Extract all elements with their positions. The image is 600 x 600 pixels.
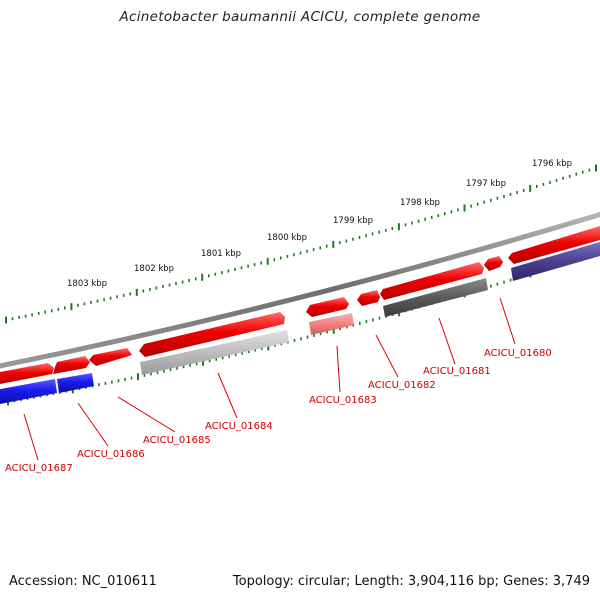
gene-label-ACICU_01680[interactable]: ACICU_01680 [484,348,552,359]
gene-arrow-ACICU_01681[interactable] [380,262,484,300]
cog-bar-ACICU_01680 [511,242,600,281]
gene-arrow-ACICU_01682[interactable] [357,290,380,306]
leader-line-ACICU_01685 [117,396,176,433]
scale-label-1800: 1800 kbp [267,233,307,243]
genome-backbone [0,211,600,369]
cog-bar-ACICU_01686 [57,373,94,393]
inner-scale-ticks [7,249,597,406]
gene-arrow-ACICU_01680-part[interactable] [484,256,503,271]
leader-line-ACICU_01680 [499,297,516,345]
cog-bar-ACICU_01684 [140,330,289,375]
gene-arrow-ACICU_01687[interactable] [0,363,54,385]
outer-scale-ticks [5,164,597,324]
gene-arrow-ACICU_01684[interactable] [139,312,285,357]
scale-label-1802: 1802 kbp [134,264,174,274]
gene-arrow-ACICU_01686[interactable] [53,356,90,374]
map-title: Acinetobacter baumannii ACICU, complete … [119,9,481,25]
leader-line-ACICU_01681 [438,317,456,365]
gene-label-ACICU_01684[interactable]: ACICU_01684 [205,421,273,432]
gene-arrow-ACICU_01680[interactable] [508,226,600,264]
gene-label-ACICU_01681[interactable]: ACICU_01681 [423,366,491,377]
gene-label-ACICU_01683[interactable]: ACICU_01683 [309,395,377,406]
cog-bar-ACICU_01687 [0,379,57,405]
gene-label-ACICU_01687[interactable]: ACICU_01687 [5,463,73,474]
forward-genes [0,226,600,385]
scale-label-1798: 1798 kbp [400,198,440,208]
gene-arrow-ACICU_01685[interactable] [89,348,132,366]
gene-label-ACICU_01682[interactable]: ACICU_01682 [368,380,436,391]
leader-line-ACICU_01687 [23,413,39,461]
scale-label-1797: 1797 kbp [466,179,506,189]
scale-label-1799: 1799 kbp [333,216,373,226]
leader-line-ACICU_01683 [336,345,341,393]
leader-line-ACICU_01686 [77,402,109,447]
gene-arrow-ACICU_01683[interactable] [306,297,349,317]
scale-label-1796: 1796 kbp [532,159,572,169]
leader-line-ACICU_01682 [375,334,399,378]
leader-line-ACICU_01684 [217,372,238,419]
accession-text: Accession: NC_010611 [9,574,157,589]
topology-text: Topology: circular; Length: 3,904,116 bp… [232,574,590,589]
cog-bar-ACICU_01683 [309,313,354,335]
gene-labels: ACICU_01680 ACICU_01681 ACICU_01682 ACIC… [5,348,552,474]
gene-leader-lines [23,297,516,461]
gene-label-ACICU_01686[interactable]: ACICU_01686 [77,449,145,460]
scale-label-1803: 1803 kbp [67,279,107,289]
gene-label-ACICU_01685[interactable]: ACICU_01685 [143,435,211,446]
scale-label-1801: 1801 kbp [201,249,241,259]
cog-bars [0,242,600,405]
scale-labels: 1803 kbp 1802 kbp 1801 kbp 1800 kbp 1799… [67,159,572,289]
cog-bar-ACICU_01681 [383,278,488,317]
